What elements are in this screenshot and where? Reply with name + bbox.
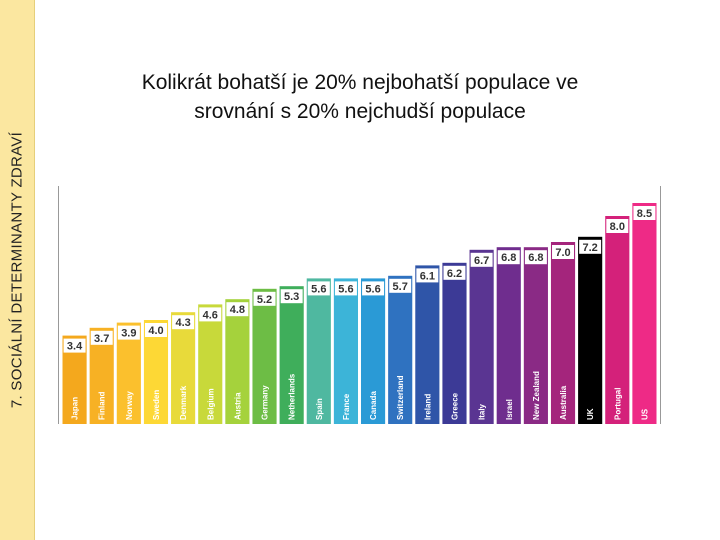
category-label: UK [586, 408, 595, 420]
category-label: Sweden [152, 390, 161, 420]
bar-greece [442, 262, 467, 424]
value-label-box [307, 281, 330, 296]
bar-italy [469, 249, 494, 424]
category-label: Greece [450, 392, 459, 420]
value-label: 5.6 [365, 283, 380, 295]
chart-right-edge [660, 186, 661, 424]
value-label-box [63, 338, 86, 353]
chart-left-edge [58, 186, 59, 424]
value-label-box [90, 330, 113, 345]
category-label: Israel [505, 399, 514, 420]
value-label: 4.0 [148, 325, 163, 337]
bar-israel [496, 247, 521, 424]
bar-portugal [605, 216, 630, 424]
value-label-box [172, 315, 195, 330]
value-label: 4.3 [175, 317, 190, 329]
value-label-box [226, 302, 249, 317]
bar-canada [361, 278, 386, 424]
category-label: Portugal [613, 388, 622, 420]
value-label: 5.6 [311, 283, 326, 295]
value-label: 3.9 [121, 328, 136, 340]
value-label: 7.2 [583, 242, 598, 254]
bar-spain [306, 278, 331, 424]
value-label-box [606, 219, 629, 233]
value-label-box [470, 252, 493, 267]
category-label: Austria [233, 392, 242, 420]
category-label: Netherlands [288, 373, 297, 420]
value-label: 4.8 [230, 304, 245, 316]
value-label-box [524, 250, 547, 265]
category-label: Spain [315, 398, 324, 420]
category-label: France [342, 393, 351, 420]
value-label-box [117, 325, 140, 340]
bar-denmark [171, 312, 196, 424]
category-label: US [640, 408, 649, 420]
category-label: Japan [71, 397, 80, 420]
value-label-box [416, 268, 439, 283]
value-label: 6.8 [501, 252, 516, 264]
value-label: 6.1 [420, 270, 435, 282]
value-label-box [144, 323, 167, 337]
bar-ireland [415, 265, 440, 424]
category-label: Switzerland [396, 375, 405, 420]
bar-belgium [198, 304, 223, 424]
bar-chart: Japan 3.4 Finland 3.7 Norway 3.9 Sweden 4.0 Denm… [62, 203, 657, 424]
value-label: 4.6 [203, 309, 218, 321]
page-title: Kolikrát bohatší je 20% nejbohatší popul… [40, 68, 680, 126]
category-label: Belgium [206, 388, 215, 420]
value-label-box [280, 289, 303, 304]
value-label: 8.0 [610, 221, 625, 233]
category-label: Norway [125, 391, 134, 420]
bar-germany [252, 288, 277, 424]
title-line-1: Kolikrát bohatší je 20% nejbohatší popul… [141, 71, 579, 94]
bar-uk [578, 236, 603, 424]
value-label-box [579, 239, 602, 254]
category-label: Canada [369, 391, 378, 420]
category-label: Ireland [423, 394, 432, 420]
value-label: 8.5 [637, 208, 652, 220]
value-label-box [497, 250, 520, 265]
value-label-box [389, 278, 412, 293]
value-label: 6.7 [474, 255, 489, 267]
category-label: Italy [478, 403, 487, 420]
value-label-box [334, 281, 357, 296]
value-label: 5.3 [284, 291, 299, 303]
bar-sweden [143, 320, 169, 424]
chart-frame: Japan 3.4 Finland 3.7 Norway 3.9 Sweden 4.0 Denm… [58, 186, 661, 424]
value-label: 3.4 [67, 341, 83, 353]
category-label: Germany [261, 385, 270, 420]
value-label-box [199, 307, 222, 322]
value-label: 3.7 [94, 333, 109, 345]
value-label-box [253, 291, 276, 306]
bar-netherlands [279, 286, 304, 424]
value-label: 5.6 [338, 283, 353, 295]
value-label: 6.2 [447, 268, 462, 280]
category-label: New Zealand [532, 371, 541, 420]
value-label: 6.8 [528, 252, 543, 264]
bar-austria [225, 299, 250, 424]
value-label: 5.2 [257, 294, 272, 306]
category-label: Denmark [179, 385, 188, 420]
bar-australia [550, 242, 576, 424]
title-line-2: srovnání s 20% nejchudší populace [194, 100, 526, 123]
category-label: Australia [559, 385, 568, 420]
value-label: 5.7 [393, 281, 408, 293]
value-label-box [633, 206, 656, 220]
value-label: 7.0 [555, 247, 570, 259]
category-label: Finland [98, 391, 107, 420]
side-band: 7. SOCIÁLNÍ DETERMINANTY ZDRAVÍ [0, 0, 35, 540]
bar-new-zealand [523, 247, 548, 424]
value-label-box [362, 281, 385, 296]
bar-france [333, 278, 358, 424]
side-label: 7. SOCIÁLNÍ DETERMINANTY ZDRAVÍ [8, 131, 26, 409]
value-label-box [552, 245, 575, 259]
bar-switzerland [388, 275, 413, 424]
bar-us [632, 203, 657, 424]
value-label-box [443, 265, 466, 280]
